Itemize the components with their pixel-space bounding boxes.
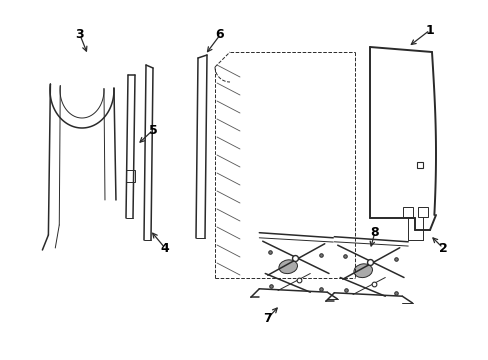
Bar: [402, 207, 412, 217]
Text: 6: 6: [215, 28, 224, 41]
Text: 4: 4: [160, 242, 169, 255]
Ellipse shape: [353, 264, 372, 278]
Text: 1: 1: [425, 23, 433, 36]
Bar: [126, 170, 135, 182]
Bar: [417, 207, 427, 217]
Text: 8: 8: [370, 225, 379, 238]
Text: 7: 7: [263, 311, 272, 324]
Text: 3: 3: [76, 28, 84, 41]
Text: 5: 5: [148, 123, 157, 136]
Ellipse shape: [278, 260, 297, 274]
Text: 2: 2: [438, 242, 447, 255]
